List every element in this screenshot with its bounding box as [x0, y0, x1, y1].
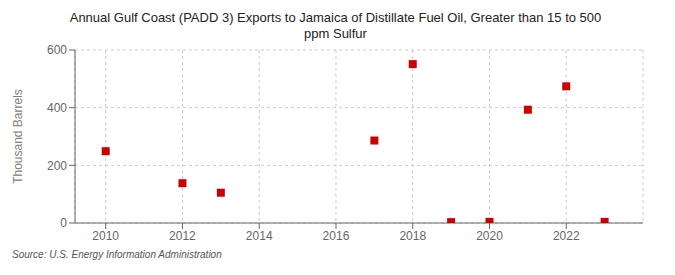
svg-text:2018: 2018	[399, 229, 426, 243]
html-text:Source: U.S. Energy Informatio: Source: U.S. Energy Information Administ…	[12, 249, 222, 260]
svg-text:2012: 2012	[169, 229, 196, 243]
svg-text:400: 400	[47, 101, 67, 115]
svg-text:600: 600	[47, 44, 67, 57]
svg-text:2022: 2022	[553, 229, 580, 243]
svg-text:Thousand Barrels: Thousand Barrels	[11, 89, 25, 184]
html-text:Annual Gulf Coast (PADD 3) Exp: Annual Gulf Coast (PADD 3) Exports to Ja…	[69, 10, 602, 41]
svg-text:0: 0	[60, 216, 67, 230]
svg-text:2016: 2016	[323, 229, 350, 243]
svg-text:2014: 2014	[246, 229, 273, 243]
svg-text:200: 200	[47, 159, 67, 173]
svg-text:2010: 2010	[92, 229, 119, 243]
svg-text:2020: 2020	[476, 229, 503, 243]
